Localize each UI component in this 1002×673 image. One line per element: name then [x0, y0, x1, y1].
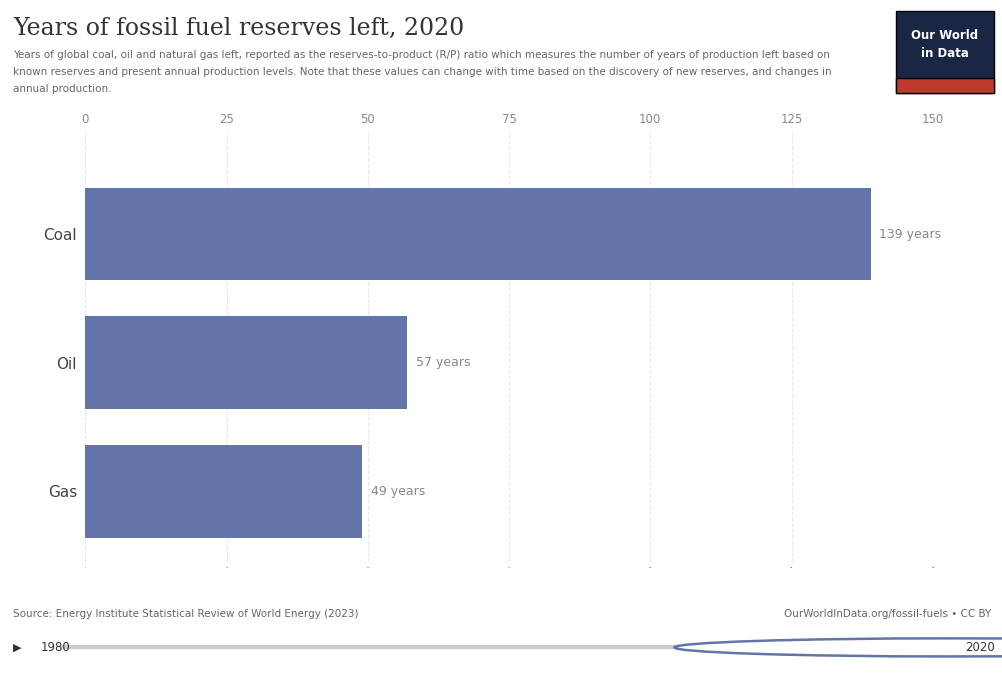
- Text: OurWorldInData.org/fossil-fuels • CC BY: OurWorldInData.org/fossil-fuels • CC BY: [783, 609, 990, 619]
- Text: 49 years: 49 years: [370, 485, 425, 498]
- Text: Years of fossil fuel reserves left, 2020: Years of fossil fuel reserves left, 2020: [13, 17, 464, 40]
- Text: annual production.: annual production.: [13, 84, 111, 94]
- Circle shape: [673, 639, 1002, 656]
- Text: Our World
in Data: Our World in Data: [911, 29, 977, 60]
- Text: 2020: 2020: [965, 641, 994, 654]
- Text: known reserves and present annual production levels. Note that these values can : known reserves and present annual produc…: [13, 67, 831, 77]
- Text: 1980: 1980: [40, 641, 70, 654]
- Text: 139 years: 139 years: [878, 227, 940, 240]
- Text: 57 years: 57 years: [416, 356, 470, 369]
- Text: Years of global coal, oil and natural gas left, reported as the reserves-to-prod: Years of global coal, oil and natural ga…: [13, 50, 829, 61]
- Bar: [85, 445, 362, 538]
- Bar: [85, 188, 870, 281]
- Text: Source: Energy Institute Statistical Review of World Energy (2023): Source: Energy Institute Statistical Rev…: [13, 609, 358, 619]
- Text: ▶: ▶: [13, 643, 21, 652]
- Bar: [85, 316, 407, 409]
